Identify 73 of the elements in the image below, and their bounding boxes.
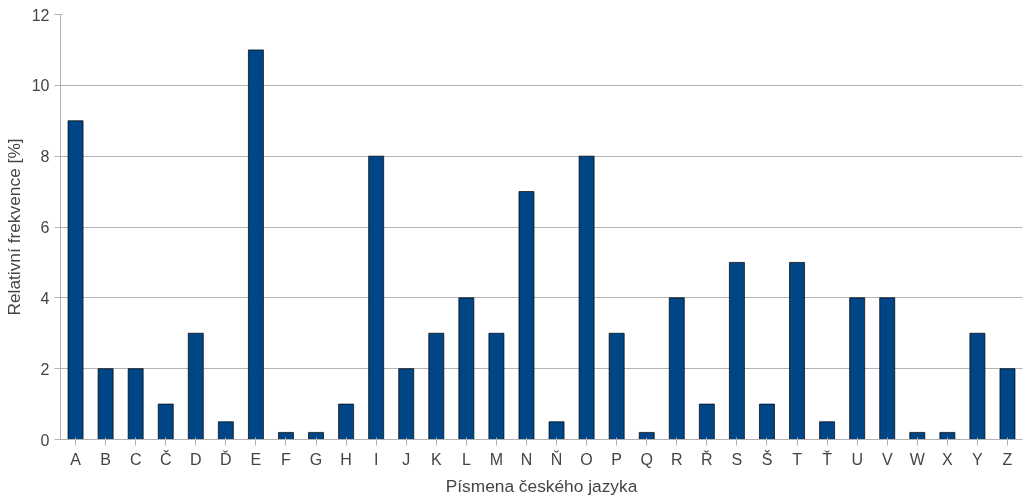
y-tick-label: 2 xyxy=(40,360,50,378)
x-tick-label: L xyxy=(461,450,471,468)
x-tick-label: G xyxy=(309,450,323,468)
bar xyxy=(909,432,926,440)
x-tick-label: Ť xyxy=(822,449,833,468)
bar xyxy=(819,421,835,440)
bar xyxy=(999,368,1016,440)
bar xyxy=(127,368,144,440)
bar xyxy=(638,432,655,440)
y-tick-label: 10 xyxy=(31,77,50,95)
x-tick-label: Č xyxy=(159,449,172,468)
bar xyxy=(248,49,264,440)
x-tick-label: Š xyxy=(761,449,773,468)
x-tick-label: Y xyxy=(972,450,984,468)
bar xyxy=(308,432,324,440)
x-tick-label: A xyxy=(70,450,82,468)
bar xyxy=(789,262,805,440)
bar xyxy=(338,403,354,440)
bar xyxy=(217,421,234,440)
bar xyxy=(488,332,505,440)
y-tick-label: 8 xyxy=(40,148,50,166)
bar xyxy=(157,403,174,440)
x-tick-label: R xyxy=(671,450,683,468)
y-tick-label: 4 xyxy=(40,289,50,307)
bar xyxy=(698,403,715,440)
y-axis-title: Relativní frekvence [%] xyxy=(3,138,24,316)
bar xyxy=(608,332,625,440)
bar xyxy=(458,297,475,440)
bar xyxy=(97,368,114,440)
bar xyxy=(398,368,415,440)
y-tick-label: 6 xyxy=(40,219,50,236)
x-tick-label: D xyxy=(190,450,202,468)
bar xyxy=(939,432,956,440)
bar xyxy=(368,155,385,440)
x-tick-label: T xyxy=(792,450,803,468)
bar xyxy=(759,403,775,440)
x-tick-label: F xyxy=(281,450,292,468)
bar xyxy=(428,332,445,440)
bar xyxy=(879,297,896,440)
x-tick-label: P xyxy=(611,450,622,468)
x-tick-label: H xyxy=(340,450,352,468)
x-tick-label: V xyxy=(881,450,893,468)
x-tick-label: K xyxy=(430,450,442,468)
x-tick-label: Ď xyxy=(220,449,232,468)
bar xyxy=(849,297,866,440)
bar xyxy=(548,421,565,440)
bar xyxy=(187,332,204,440)
bar xyxy=(278,432,294,440)
bar xyxy=(969,332,986,440)
x-tick-label: M xyxy=(489,450,504,468)
x-axis-title: Písmena českého jazyka xyxy=(445,475,638,496)
x-tick-label: N xyxy=(520,450,533,468)
x-tick-label: U xyxy=(851,450,863,468)
x-tick-label: C xyxy=(129,450,142,468)
y-tick-label: 12 xyxy=(31,6,50,24)
x-tick-label: E xyxy=(250,450,262,468)
x-tick-label: Z xyxy=(1002,450,1013,468)
bar xyxy=(668,297,685,440)
bar xyxy=(578,155,595,440)
x-tick-label: I xyxy=(373,450,379,468)
x-tick-label: J xyxy=(402,450,411,468)
x-tick-label: Ř xyxy=(701,449,713,468)
x-tick-label: O xyxy=(580,450,593,468)
x-tick-label: B xyxy=(100,450,111,468)
x-tick-label: S xyxy=(731,450,743,468)
bar xyxy=(729,262,745,440)
x-tick-label: Q xyxy=(640,450,653,468)
x-tick-label: W xyxy=(909,450,926,468)
x-tick-label: X xyxy=(942,450,954,468)
bar xyxy=(518,191,535,440)
x-tick-label: Ň xyxy=(550,449,563,468)
bar xyxy=(67,120,84,440)
y-tick-label: 0 xyxy=(40,431,50,449)
